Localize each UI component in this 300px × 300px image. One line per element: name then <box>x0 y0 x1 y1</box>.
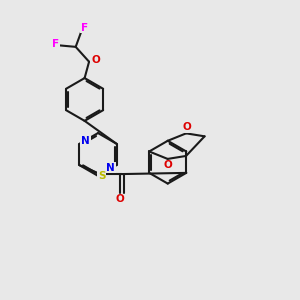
Text: F: F <box>81 22 88 32</box>
Text: O: O <box>164 160 172 170</box>
Text: O: O <box>182 122 191 132</box>
Text: F: F <box>52 39 59 49</box>
Text: N: N <box>106 163 115 172</box>
Text: S: S <box>98 171 106 181</box>
Text: N: N <box>81 136 90 146</box>
Text: O: O <box>91 55 100 65</box>
Text: O: O <box>116 194 124 204</box>
